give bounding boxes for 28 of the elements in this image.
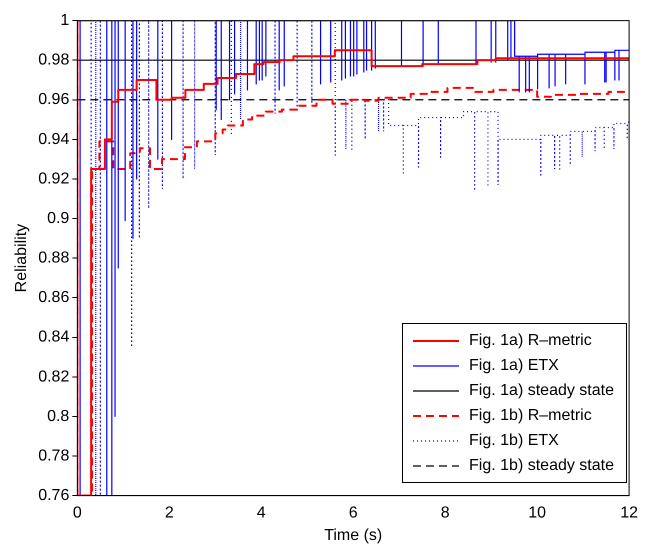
legend-label: Fig. 1a) ETX [469, 356, 559, 374]
legend-label: Fig. 1b) steady state [469, 456, 614, 474]
x-tick-label: 10 [528, 504, 546, 522]
x-tick-label: 2 [164, 504, 174, 522]
y-tick-label: 0.82 [38, 368, 70, 386]
y-tick-label: 1 [60, 12, 70, 30]
y-axis-title: Reliability [13, 224, 30, 292]
y-tick-label: 0.88 [38, 250, 70, 267]
y-tick-label: 0.92 [38, 170, 70, 188]
y-tick-label: 0.9 [47, 210, 70, 227]
x-tick-label: 8 [440, 504, 450, 522]
x-axis-title: Time (s) [324, 526, 382, 544]
x-tick-label: 12 [620, 504, 638, 522]
x-tick-label: 0 [72, 504, 82, 522]
legend-label: Fig. 1a) steady state [469, 382, 614, 400]
x-tick-label: 6 [348, 504, 358, 522]
y-tick-label: 0.78 [38, 447, 70, 464]
y-tick-label: 0.8 [47, 408, 70, 425]
y-tick-label: 0.86 [38, 289, 70, 306]
y-tick-label: 0.98 [38, 52, 70, 69]
x-tick-label: 4 [256, 504, 266, 522]
y-tick-label: 0.84 [38, 328, 70, 346]
legend-label: Fig. 1b) R–metric [469, 406, 592, 424]
y-tick-label: 0.94 [38, 130, 70, 148]
y-tick-label: 0.96 [38, 91, 70, 108]
legend-label: Fig. 1a) R–metric [469, 332, 592, 350]
y-tick-label: 0.76 [38, 487, 70, 504]
legend-label: Fig. 1b) ETX [469, 432, 559, 450]
